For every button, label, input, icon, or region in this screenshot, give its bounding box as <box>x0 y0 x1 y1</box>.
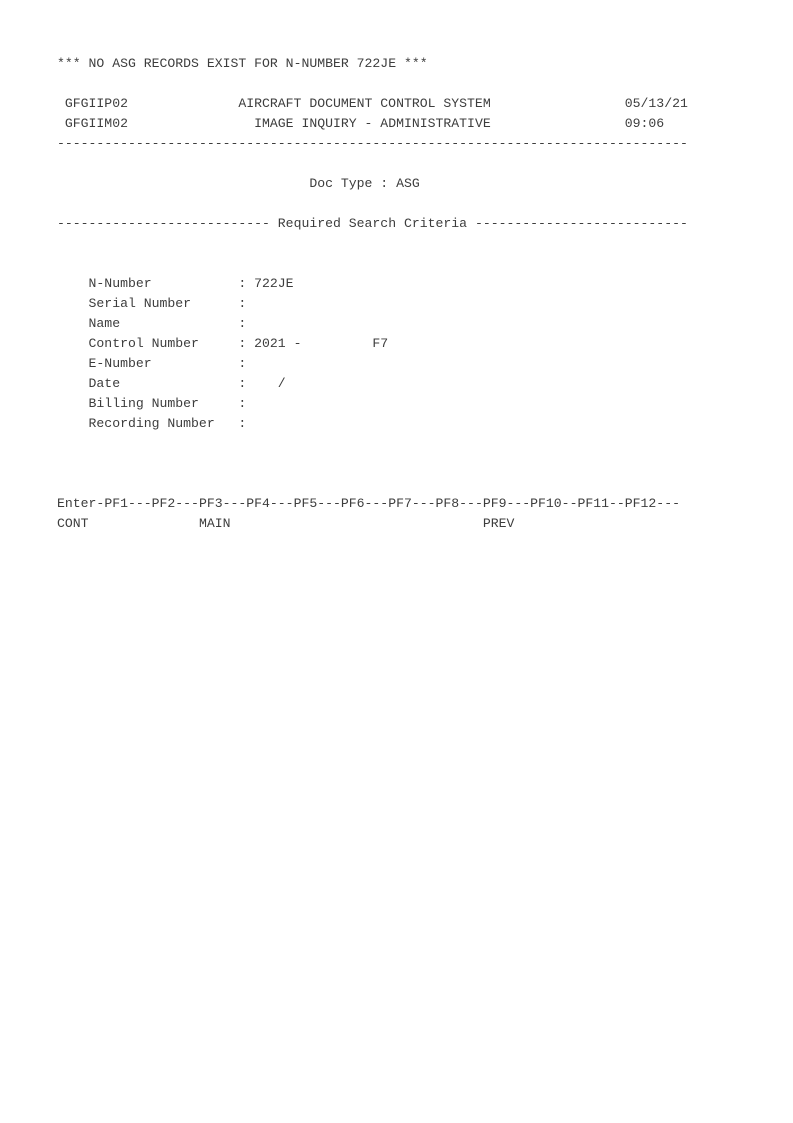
date-input[interactable]: / <box>254 376 286 391</box>
field-label: E-Number <box>88 356 152 371</box>
doc-type-separator: : <box>380 176 389 191</box>
program-id-1: GFGIIP02 <box>64 96 128 111</box>
field-label: Date <box>88 376 121 391</box>
pfkey-labels: CONT MAIN PREV <box>57 514 689 534</box>
section-title: Required Search Criteria <box>277 216 468 231</box>
field-separator: : <box>238 296 247 311</box>
serial-number-input[interactable] <box>254 294 262 314</box>
field-row-serial-number: Serial Number : <box>57 294 689 314</box>
terminal-screen: *** NO ASG RECORDS EXIST FOR N-NUMBER 72… <box>57 54 689 534</box>
e-number-input[interactable] <box>254 354 262 374</box>
field-row-control-number: Control Number : 2021 - F7 <box>57 334 689 354</box>
field-label: Recording Number <box>88 416 215 431</box>
field-label: N-Number <box>88 276 152 291</box>
screen-title: IMAGE INQUIRY - ADMINISTRATIVE <box>254 116 491 131</box>
screen-date: 05/13/21 <box>624 96 688 111</box>
field-separator: : <box>238 376 247 391</box>
field-label: Name <box>88 316 121 331</box>
field-row-name: Name : <box>57 314 689 334</box>
field-row-recording-number: Recording Number : <box>57 414 689 434</box>
doc-type-value: ASG <box>396 176 420 191</box>
field-row-e-number: E-Number : <box>57 354 689 374</box>
screen-time: 09:06 <box>624 116 665 131</box>
system-title: AIRCRAFT DOCUMENT CONTROL SYSTEM <box>238 96 491 111</box>
header-divider: ----------------------------------------… <box>57 136 688 151</box>
field-separator: : <box>238 316 247 331</box>
field-row-billing-number: Billing Number : <box>57 394 689 414</box>
field-separator: : <box>238 336 247 351</box>
pfkey-pf3-main-label: MAIN <box>198 516 231 531</box>
field-label: Control Number <box>88 336 199 351</box>
field-row-date: Date : / <box>57 374 689 394</box>
doc-type-label: Doc Type <box>309 176 373 191</box>
field-label: Serial Number <box>88 296 192 311</box>
section-dashes-right: --------------------------- <box>474 216 688 231</box>
header-line-1: GFGIIP02 AIRCRAFT DOCUMENT CONTROL SYSTE… <box>57 94 689 114</box>
section-header: --------------------------- Required Sea… <box>57 214 689 234</box>
section-dashes-left: --------------------------- <box>57 216 270 231</box>
n-number-input[interactable]: 722JE <box>254 276 294 291</box>
pfkey-enter-cont-label: CONT <box>57 516 89 531</box>
name-input[interactable] <box>254 314 262 334</box>
status-message: *** NO ASG RECORDS EXIST FOR N-NUMBER 72… <box>57 56 428 71</box>
pfkey-line: Enter-PF1---PF2---PF3---PF4---PF5---PF6-… <box>57 496 680 511</box>
program-id-2: GFGIIM02 <box>64 116 128 131</box>
field-separator: : <box>238 356 247 371</box>
field-label: Billing Number <box>88 396 199 411</box>
control-number-input[interactable]: 2021 - F7 <box>254 336 389 351</box>
pfkey-pf9-prev-label: PREV <box>482 516 515 531</box>
field-separator: : <box>238 396 247 411</box>
doc-type-row: Doc Type : ASG <box>57 174 689 194</box>
field-separator: : <box>238 416 247 431</box>
header-line-2: GFGIIM02 IMAGE INQUIRY - ADMINISTRATIVE … <box>57 114 689 134</box>
recording-number-input[interactable] <box>254 414 262 434</box>
billing-number-input[interactable] <box>254 394 262 414</box>
field-row-n-number: N-Number : 722JE <box>57 274 689 294</box>
field-separator: : <box>238 276 247 291</box>
